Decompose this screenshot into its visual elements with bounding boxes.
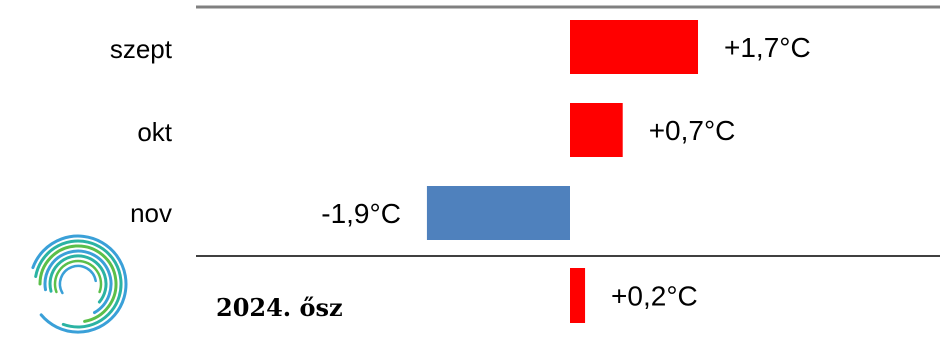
spiral-logo-arc: [58, 264, 97, 295]
spiral-logo-icon: [31, 234, 128, 334]
value-label-season-summary: +0,2°C: [611, 281, 698, 312]
value-label-okt: +0,7°C: [649, 115, 736, 146]
value-label-nov: -1,9°C: [321, 198, 401, 229]
spiral-logo-arc: [53, 259, 103, 294]
spiral-logo-arc: [31, 234, 128, 334]
bar-okt: [570, 103, 623, 157]
category-label-nov: nov: [130, 198, 172, 228]
season-summary-label: 2024. ősz: [216, 293, 343, 322]
spiral-logo-arc: [34, 239, 123, 329]
value-label-szept: +1,7°C: [724, 32, 811, 63]
spiral-logo-arc: [43, 249, 113, 315]
bar-season-summary: [570, 268, 586, 323]
spiral-logo-arc: [38, 244, 118, 323]
category-label-szept: szept: [110, 34, 173, 64]
bar-szept: [570, 20, 699, 74]
spiral-logo-arc: [48, 254, 108, 304]
category-label-okt: okt: [137, 117, 172, 147]
bar-nov: [426, 186, 570, 240]
